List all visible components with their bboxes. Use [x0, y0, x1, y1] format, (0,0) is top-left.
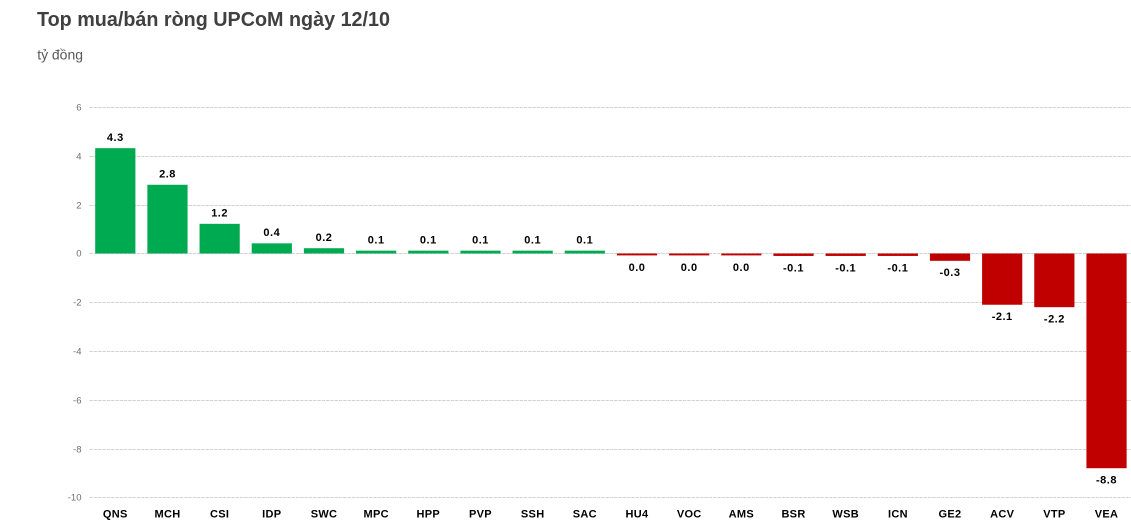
svg-text:0.0: 0.0 [681, 262, 698, 274]
svg-text:-0.3: -0.3 [940, 267, 961, 279]
svg-text:4.3: 4.3 [107, 132, 124, 144]
svg-text:SWC: SWC [311, 508, 338, 520]
svg-text:-2.2: -2.2 [1044, 314, 1065, 326]
svg-text:-0.1: -0.1 [783, 262, 804, 274]
svg-text:VOC: VOC [677, 508, 702, 520]
svg-text:HU4: HU4 [626, 508, 649, 520]
svg-text:-8.8: -8.8 [1096, 475, 1117, 487]
svg-text:-0.1: -0.1 [835, 262, 856, 274]
svg-text:-0.1: -0.1 [887, 262, 908, 274]
svg-text:-10: -10 [68, 492, 82, 503]
svg-text:0.0: 0.0 [629, 262, 646, 274]
svg-text:6: 6 [76, 102, 81, 113]
svg-text:0.1: 0.1 [576, 234, 593, 246]
svg-text:MCH: MCH [155, 508, 181, 520]
svg-text:IDP: IDP [262, 508, 281, 520]
svg-text:PVP: PVP [469, 508, 492, 520]
svg-text:AMS: AMS [729, 508, 754, 520]
svg-text:0.1: 0.1 [368, 234, 385, 246]
svg-text:ACV: ACV [990, 508, 1014, 520]
svg-text:2.8: 2.8 [159, 168, 176, 180]
svg-text:SAC: SAC [573, 508, 597, 520]
svg-text:4: 4 [76, 151, 81, 162]
svg-text:1.2: 1.2 [211, 207, 228, 219]
svg-text:0: 0 [76, 248, 81, 259]
svg-text:QNS: QNS [103, 508, 128, 520]
svg-text:VEA: VEA [1095, 508, 1119, 520]
svg-text:-6: -6 [73, 395, 81, 406]
svg-text:SSH: SSH [521, 508, 545, 520]
svg-text:Top mua/bán ròng UPCoM ngày 12: Top mua/bán ròng UPCoM ngày 12/10 [37, 9, 390, 31]
svg-text:WSB: WSB [832, 508, 859, 520]
svg-text:tỷ đồng: tỷ đồng [37, 47, 83, 63]
svg-text:0.1: 0.1 [472, 234, 489, 246]
svg-text:-2: -2 [73, 297, 81, 308]
svg-text:VTP: VTP [1043, 508, 1065, 520]
svg-text:0.1: 0.1 [524, 234, 541, 246]
svg-text:2: 2 [76, 200, 81, 211]
svg-text:-4: -4 [73, 346, 81, 357]
svg-text:CSI: CSI [210, 508, 229, 520]
svg-text:BSR: BSR [781, 508, 805, 520]
svg-text:0.0: 0.0 [733, 262, 750, 274]
svg-text:-8: -8 [73, 444, 81, 455]
svg-text:HPP: HPP [417, 508, 441, 520]
svg-text:-2.1: -2.1 [992, 311, 1013, 323]
svg-text:ICN: ICN [888, 508, 908, 520]
svg-text:0.4: 0.4 [263, 227, 280, 239]
svg-text:0.2: 0.2 [316, 232, 333, 244]
svg-text:MPC: MPC [364, 508, 389, 520]
svg-text:0.1: 0.1 [420, 234, 437, 246]
svg-text:GE2: GE2 [939, 508, 962, 520]
